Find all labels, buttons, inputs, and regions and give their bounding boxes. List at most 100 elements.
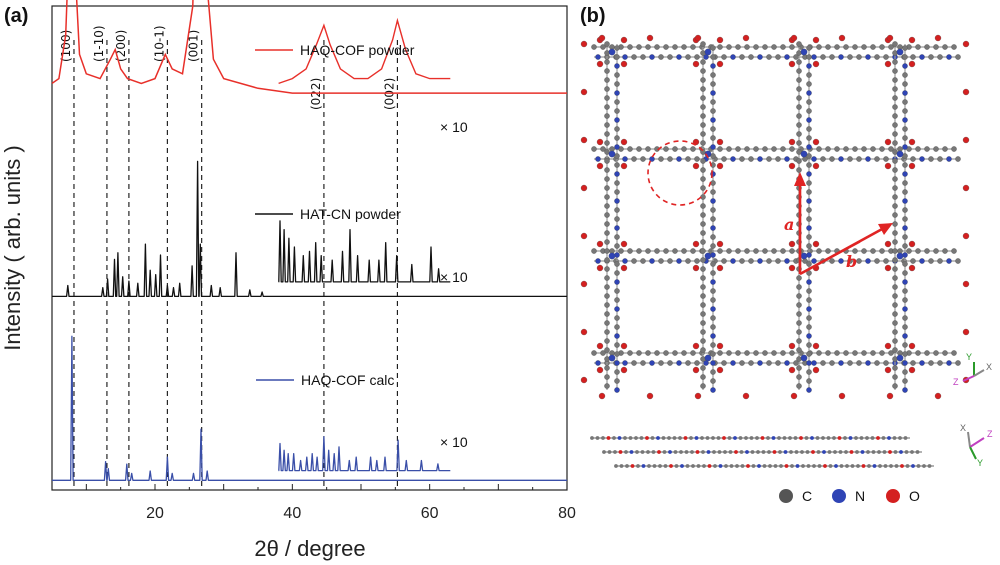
- framework-atom: [919, 54, 925, 60]
- framework-atom: [631, 258, 637, 264]
- framework-atom: [806, 162, 812, 168]
- carbon-atom: [924, 248, 930, 254]
- framework-atom: [710, 297, 716, 303]
- side-atom: [630, 464, 635, 468]
- framework-atom: [937, 156, 943, 162]
- carbon-atom: [604, 59, 610, 65]
- framework-atom: [614, 81, 620, 87]
- framework-atom: [902, 288, 908, 294]
- side-atom: [849, 450, 854, 454]
- carbon-atom: [892, 347, 898, 353]
- side-atom: [860, 450, 865, 454]
- side-atom: [733, 436, 737, 440]
- side-atom: [773, 464, 778, 468]
- carbon-atom: [796, 284, 802, 290]
- carbon-atom: [861, 248, 867, 254]
- side-atom: [619, 464, 624, 468]
- gizmo2-y-axis: [969, 446, 977, 460]
- carbon-atom: [843, 350, 849, 356]
- oxygen-atom: [788, 162, 796, 170]
- oxygen-atom: [908, 36, 916, 44]
- x-tick-label: 80: [558, 505, 576, 522]
- carbon-atom: [892, 167, 898, 173]
- framework-atom: [710, 72, 716, 78]
- vector-b-label: b: [846, 252, 857, 271]
- series-hat-cn-powder-inset: [278, 220, 451, 283]
- carbon-atom: [933, 146, 939, 152]
- gizmo-z-axis: [962, 375, 975, 382]
- side-atom: [876, 436, 880, 440]
- carbon-atom: [951, 248, 957, 254]
- framework-atom: [710, 198, 716, 204]
- framework-atom: [614, 117, 620, 123]
- edge-oxygen: [580, 88, 588, 96]
- oxygen-atom: [908, 240, 916, 248]
- framework-atom: [838, 54, 844, 60]
- carbon-atom: [604, 41, 610, 47]
- side-atom: [778, 450, 782, 454]
- framework-atom: [658, 54, 664, 60]
- side-atom: [782, 436, 787, 440]
- carbon-atom: [681, 350, 687, 356]
- atom-key: C N O: [779, 488, 920, 504]
- node-nitrogen: [896, 48, 904, 56]
- side-atom: [740, 464, 745, 468]
- framework-atom: [806, 207, 812, 213]
- carbon-atom: [604, 266, 610, 272]
- side-atom: [872, 464, 877, 468]
- oxygen-atom: [716, 366, 724, 374]
- carbon-atom: [771, 350, 777, 356]
- cof-structure: a b Y X Z X Z Y C N O: [580, 34, 993, 504]
- carbon-atom: [681, 146, 687, 152]
- carbon-atom: [892, 230, 898, 236]
- carbon-atom: [892, 59, 898, 65]
- carbon-atom: [892, 185, 898, 191]
- framework-atom: [847, 54, 853, 60]
- framework-atom: [883, 258, 889, 264]
- framework-atom: [955, 54, 961, 60]
- framework-atom: [902, 297, 908, 303]
- oxygen-atom: [812, 138, 820, 146]
- oxygen-atom: [788, 60, 796, 68]
- oxygen-atom: [884, 162, 892, 170]
- oxygen-atom: [620, 162, 628, 170]
- framework-atom: [658, 156, 664, 162]
- carbon-atom: [762, 44, 768, 50]
- framework-atom: [784, 156, 790, 162]
- framework-atom: [710, 225, 716, 231]
- framework-atom: [614, 54, 620, 60]
- side-atom: [757, 464, 761, 468]
- carbon-atom: [892, 203, 898, 209]
- gizmo-x-label: X: [986, 362, 992, 372]
- carbon-atom: [816, 350, 822, 356]
- reference-lines: (100) (1-10) (200) (10-1) (001)(022) (002): [59, 25, 398, 490]
- y-axis-label: Intensity ( arb. units ): [0, 145, 25, 350]
- carbon-atom: [672, 44, 678, 50]
- oxygen-atom: [716, 342, 724, 350]
- framework-atom: [902, 225, 908, 231]
- side-atom: [672, 436, 677, 440]
- side-atom: [904, 450, 909, 454]
- carbon-atom: [892, 131, 898, 137]
- carbon-atom: [604, 113, 610, 119]
- framework-atom: [928, 54, 934, 60]
- edge-oxygen: [962, 88, 970, 96]
- framework-atom: [640, 156, 646, 162]
- side-atom: [811, 450, 815, 454]
- side-atom: [751, 464, 756, 468]
- framework-atom: [874, 258, 880, 264]
- carbon-atom: [604, 365, 610, 371]
- node-nitrogen: [896, 150, 904, 158]
- key-oxygen-dot: [886, 489, 900, 503]
- side-atom: [927, 464, 932, 468]
- side-atom: [762, 464, 767, 468]
- framework-atom: [710, 360, 716, 366]
- side-atom: [629, 450, 634, 454]
- framework-atom: [820, 156, 826, 162]
- framework-atom: [614, 207, 620, 213]
- carbon-atom: [744, 248, 750, 254]
- framework-atom: [710, 261, 716, 267]
- carbon-atom: [933, 350, 939, 356]
- framework-atom: [614, 315, 620, 321]
- carbon-atom: [796, 383, 802, 389]
